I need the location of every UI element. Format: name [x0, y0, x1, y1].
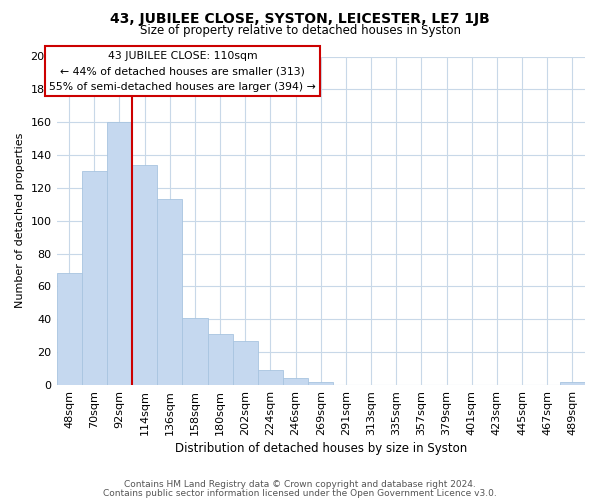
Text: 43 JUBILEE CLOSE: 110sqm
← 44% of detached houses are smaller (313)
55% of semi-: 43 JUBILEE CLOSE: 110sqm ← 44% of detach… — [49, 50, 316, 92]
Bar — [82, 172, 107, 385]
Text: Contains public sector information licensed under the Open Government Licence v3: Contains public sector information licen… — [103, 488, 497, 498]
Bar — [132, 165, 157, 385]
Text: Size of property relative to detached houses in Syston: Size of property relative to detached ho… — [139, 24, 461, 37]
Bar — [107, 122, 132, 385]
Bar — [208, 334, 233, 385]
X-axis label: Distribution of detached houses by size in Syston: Distribution of detached houses by size … — [175, 442, 467, 455]
Bar — [182, 318, 208, 385]
Bar — [308, 382, 334, 385]
Bar — [56, 274, 82, 385]
Bar — [560, 382, 585, 385]
Bar — [283, 378, 308, 385]
Bar — [157, 200, 182, 385]
Bar — [258, 370, 283, 385]
Bar — [233, 340, 258, 385]
Y-axis label: Number of detached properties: Number of detached properties — [15, 133, 25, 308]
Text: 43, JUBILEE CLOSE, SYSTON, LEICESTER, LE7 1JB: 43, JUBILEE CLOSE, SYSTON, LEICESTER, LE… — [110, 12, 490, 26]
Text: Contains HM Land Registry data © Crown copyright and database right 2024.: Contains HM Land Registry data © Crown c… — [124, 480, 476, 489]
